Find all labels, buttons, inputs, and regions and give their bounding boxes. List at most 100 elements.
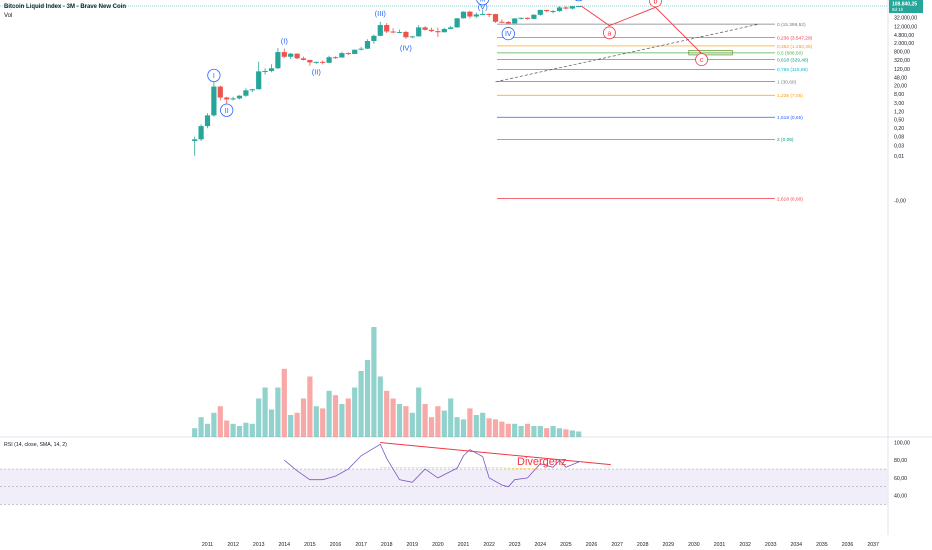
time-tick-label: 2032 [739,542,751,548]
time-tick-label: 2030 [688,542,700,548]
fib-level-label: 0,786 (115,86) [777,67,808,73]
wave-label-circle [476,0,490,6]
volume-bar [384,390,390,437]
time-tick-label: 2033 [765,542,777,548]
volume-bar [339,404,345,437]
volume-bar [473,415,479,437]
volume-bar [550,426,556,437]
time-tick-label: 2031 [714,542,726,548]
fib-level-label: 2,618 (0,00) [777,196,803,202]
price-tick-label: 4.800,00 [894,33,914,39]
fib-level-label: 1 (30,60) [777,79,797,85]
volume-bar [486,418,492,437]
fib-level-label: 1,236 (7,05) [777,93,803,99]
volume-bar [390,398,396,437]
wave-label: IV [505,31,512,38]
volume-bar [281,368,287,437]
candle-body [467,11,473,17]
candle-body [268,68,275,71]
volume-bar [262,387,268,437]
time-tick-label: 2011 [202,542,213,548]
time-tick-label: 2037 [867,542,879,548]
candle-body [416,27,422,37]
wave-label: (I) [281,37,289,46]
candle-body [211,86,217,116]
time-tick-label: 2012 [227,542,239,548]
volume-bar [307,376,313,437]
time-tick-label: 2020 [432,542,444,548]
price-tick-label: 3,00 [894,101,904,107]
volume-bar [416,387,422,437]
volume-bar [428,417,435,437]
volume-bar [518,426,524,437]
candle-body [236,95,243,99]
rsi-indicator-label: RSI (14, close, SMA, 14, 2) [4,442,67,448]
candle-body [544,9,550,12]
wave-label: (IV) [400,43,413,52]
volume-bar [243,422,249,437]
wave-label: I [213,73,215,80]
volume-bar [217,406,223,437]
volume-bar [204,423,211,437]
volume-bar [556,428,563,437]
volume-bar [332,395,339,437]
time-tick-label: 2024 [535,542,547,548]
time-tick-label: 2029 [663,542,675,548]
wave-label-circle [207,68,221,83]
abc-label: a [607,30,611,37]
candle-body [345,53,351,55]
candle-body [364,40,371,49]
price-tick-label: 1,20 [894,110,904,116]
candle-body [326,57,332,63]
volume-bar [236,426,243,437]
time-tick-label: 2017 [355,542,367,548]
candle-body [486,13,492,15]
candle-body [428,29,435,32]
wave-label: II [225,108,229,115]
candle-body [499,21,505,23]
volume-bar [326,390,332,437]
volume-bar [569,430,575,437]
abc-label: c [700,57,704,64]
candle-body [313,61,319,63]
candle-body [569,6,575,9]
fib-level-label: 1,618 (0,65) [777,115,803,121]
last-price-value: 108.840,25 [892,2,917,8]
volume-bar [313,406,319,437]
volume-bar [198,417,204,437]
time-tick-label: 2035 [816,542,828,548]
volume-bar [358,371,364,437]
volume-bar [403,406,409,437]
candle-body [563,7,569,9]
volume-bar [480,412,486,437]
price-tick-label: 0,01 [894,154,904,160]
candle-body [473,14,479,17]
chart-title: Bitcoin Liquid Index - 3M - Brave New Co… [4,4,127,10]
candle-body [243,90,249,96]
rsi-tick-label: 40,00 [894,494,907,500]
candle-body [492,14,499,22]
volume-bar [454,417,460,437]
candle-body [524,17,531,19]
fib-level-label: 0,618 (329,48) [777,57,809,63]
candle-body [307,59,313,63]
price-tick-label: 0,50 [894,118,904,124]
volume-bar [512,423,518,437]
candle-body [358,48,364,50]
time-tick-label: 2036 [842,542,854,548]
candle-body [281,52,287,57]
volume-bar [531,426,537,437]
rsi-line [284,443,579,488]
candle-body [249,89,255,91]
wave-label-circle [574,0,583,2]
volume-bar [544,428,550,437]
volume-bar [345,398,351,437]
volume-bar [537,426,543,437]
candle-body [192,139,198,142]
candle-body [576,6,582,8]
rsi-divergence-label: Divergenz [517,456,567,468]
candle-body [550,11,556,13]
wave-label: (II) [312,67,322,76]
candle-body [262,70,268,72]
